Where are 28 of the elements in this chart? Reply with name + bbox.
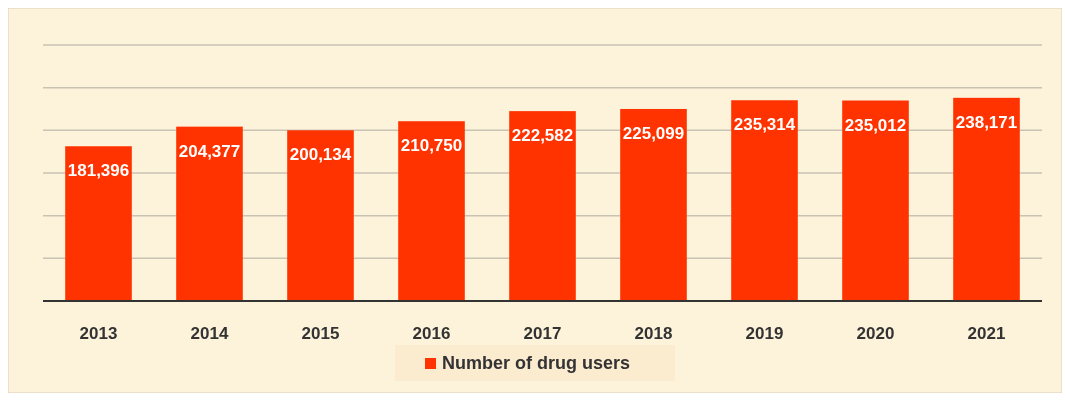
data-label: 238,171 xyxy=(955,112,1018,132)
bar xyxy=(953,97,1020,301)
bar xyxy=(509,111,576,301)
bar xyxy=(731,100,798,301)
x-tick-label: 2016 xyxy=(412,324,451,343)
bar xyxy=(620,108,687,301)
x-tick-label: 2015 xyxy=(301,324,340,343)
x-tick-label: 2018 xyxy=(634,324,673,343)
data-label: 200,134 xyxy=(289,145,352,165)
bar xyxy=(65,146,132,301)
x-tick-label: 2020 xyxy=(856,324,895,343)
bar xyxy=(398,121,465,301)
data-label: 225,099 xyxy=(622,123,685,143)
data-label: 235,314 xyxy=(733,115,796,135)
x-tick-label: 2021 xyxy=(967,324,1006,343)
bar xyxy=(287,130,354,301)
x-tick-label: 2019 xyxy=(745,324,784,343)
data-label: 222,582 xyxy=(511,126,574,146)
x-tick-label: 2017 xyxy=(523,324,562,343)
x-tick-label: 2013 xyxy=(79,324,118,343)
bar xyxy=(842,100,909,301)
legend-label: Number of drug users xyxy=(442,353,631,373)
data-label: 235,012 xyxy=(844,115,907,135)
x-tick-label: 2014 xyxy=(190,324,229,343)
data-label: 181,396 xyxy=(67,161,130,181)
bar xyxy=(176,126,243,301)
data-label: 204,377 xyxy=(178,141,241,161)
data-label: 210,750 xyxy=(400,136,463,156)
